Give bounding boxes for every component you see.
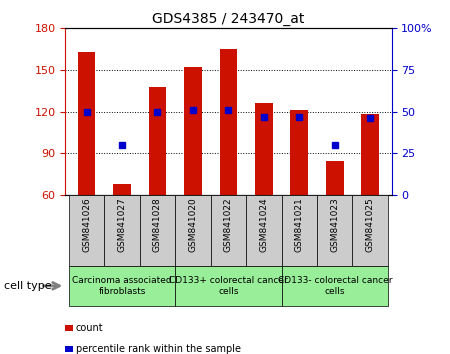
Bar [113,184,131,195]
Bar [317,195,352,266]
Text: count: count [76,323,103,333]
Bar [211,195,246,266]
Bar [282,266,388,306]
Bar [104,195,140,266]
Text: GSM841022: GSM841022 [224,198,233,252]
Title: GDS4385 / 243470_at: GDS4385 / 243470_at [152,12,305,26]
Bar [78,52,95,195]
Bar [175,266,282,306]
Text: GSM841024: GSM841024 [259,198,268,252]
Text: GSM841028: GSM841028 [153,198,162,252]
Bar [326,161,344,195]
Text: GSM841025: GSM841025 [366,198,375,252]
Text: GSM841021: GSM841021 [295,198,304,252]
Text: cell type: cell type [4,281,52,291]
Bar [69,195,104,266]
Bar [290,110,308,195]
Bar [184,67,202,195]
Text: percentile rank within the sample: percentile rank within the sample [76,344,241,354]
Bar [148,87,166,195]
Bar [282,195,317,266]
Bar [140,195,175,266]
Bar [352,195,388,266]
Text: GSM841027: GSM841027 [117,198,126,252]
Bar [220,49,237,195]
Bar [361,114,379,195]
Text: CD133+ colorectal cancer
cells: CD133+ colorectal cancer cells [169,276,288,296]
Text: Carcinoma associated
fibroblasts: Carcinoma associated fibroblasts [72,276,172,296]
Bar [69,266,175,306]
Text: GSM841023: GSM841023 [330,198,339,252]
Bar [246,195,282,266]
Text: CD133- colorectal cancer
cells: CD133- colorectal cancer cells [278,276,392,296]
Bar [255,103,273,195]
Text: GSM841026: GSM841026 [82,198,91,252]
Text: GSM841020: GSM841020 [189,198,198,252]
Bar [175,195,211,266]
